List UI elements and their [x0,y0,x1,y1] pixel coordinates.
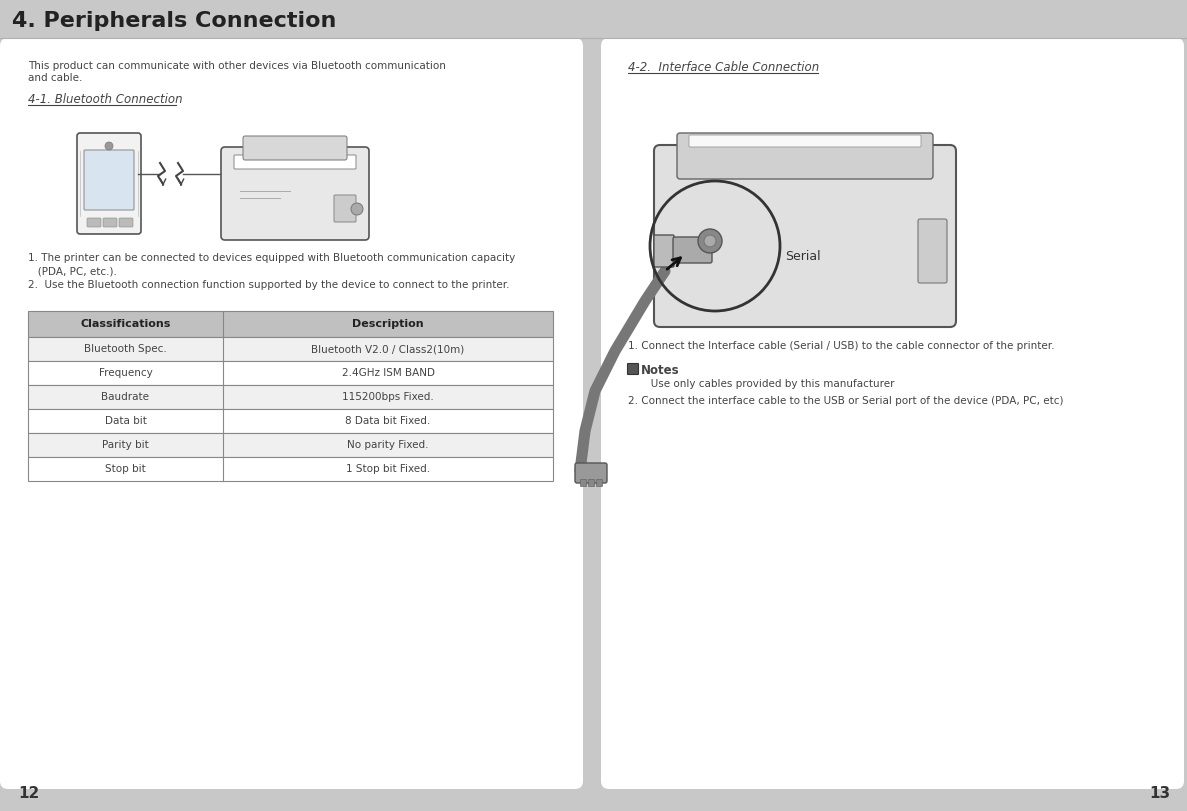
Text: Bluetooth Spec.: Bluetooth Spec. [84,344,167,354]
FancyBboxPatch shape [628,363,639,375]
FancyBboxPatch shape [77,133,141,234]
Text: Description: Description [353,319,424,329]
Text: No parity Fixed.: No parity Fixed. [348,440,429,450]
FancyBboxPatch shape [28,409,553,433]
FancyBboxPatch shape [597,479,603,487]
Text: Data bit: Data bit [104,416,146,426]
Text: Bluetooth V2.0 / Class2(10m): Bluetooth V2.0 / Class2(10m) [311,344,464,354]
FancyBboxPatch shape [221,147,369,240]
FancyBboxPatch shape [87,218,101,227]
Text: 2.4GHz ISM BAND: 2.4GHz ISM BAND [342,368,434,378]
FancyBboxPatch shape [589,479,595,487]
Text: 8 Data bit Fixed.: 8 Data bit Fixed. [345,416,431,426]
Text: 1. Connect the Interface cable (Serial / USB) to the cable connector of the prin: 1. Connect the Interface cable (Serial /… [628,341,1054,351]
Text: Notes: Notes [641,364,680,377]
FancyBboxPatch shape [84,150,134,210]
Text: 4-1. Bluetooth Connection: 4-1. Bluetooth Connection [28,93,183,106]
Circle shape [698,229,722,253]
Text: 1 Stop bit Fixed.: 1 Stop bit Fixed. [345,464,430,474]
FancyBboxPatch shape [654,145,956,327]
Text: Use only cables provided by this manufacturer: Use only cables provided by this manufac… [641,379,895,389]
FancyBboxPatch shape [28,457,553,481]
FancyBboxPatch shape [243,136,347,160]
Text: 13: 13 [1149,786,1170,800]
FancyBboxPatch shape [119,218,133,227]
Text: 115200bps Fixed.: 115200bps Fixed. [342,392,434,402]
FancyBboxPatch shape [28,385,553,409]
Text: 2.  Use the Bluetooth connection function supported by the device to connect to : 2. Use the Bluetooth connection function… [28,280,509,290]
Text: (PDA, PC, etc.).: (PDA, PC, etc.). [28,266,116,276]
Text: Serial: Serial [785,250,820,263]
FancyBboxPatch shape [334,195,356,222]
FancyBboxPatch shape [234,155,356,169]
Text: 1. The printer can be connected to devices equipped with Bluetooth communication: 1. The printer can be connected to devic… [28,253,515,263]
Text: Baudrate: Baudrate [102,392,150,402]
Circle shape [351,203,363,215]
FancyBboxPatch shape [688,135,921,147]
Text: 4. Peripherals Connection: 4. Peripherals Connection [12,11,336,31]
Text: 2. Connect the interface cable to the USB or Serial port of the device (PDA, PC,: 2. Connect the interface cable to the US… [628,396,1064,406]
Text: and cable.: and cable. [28,73,82,83]
FancyBboxPatch shape [918,219,947,283]
FancyBboxPatch shape [673,237,712,263]
Text: Classifications: Classifications [81,319,171,329]
Text: This product can communicate with other devices via Bluetooth communication: This product can communicate with other … [28,61,446,71]
Circle shape [704,235,716,247]
FancyBboxPatch shape [28,433,553,457]
FancyBboxPatch shape [103,218,118,227]
Circle shape [104,142,113,150]
FancyBboxPatch shape [654,235,674,267]
FancyBboxPatch shape [575,463,607,483]
FancyBboxPatch shape [0,38,583,789]
FancyBboxPatch shape [580,479,586,487]
FancyBboxPatch shape [28,337,553,361]
Text: 12: 12 [18,786,39,800]
FancyBboxPatch shape [28,361,553,385]
Text: Frequency: Frequency [99,368,152,378]
FancyBboxPatch shape [677,133,933,179]
FancyBboxPatch shape [28,311,553,337]
FancyBboxPatch shape [601,38,1183,789]
Text: Parity bit: Parity bit [102,440,148,450]
Text: Stop bit: Stop bit [106,464,146,474]
Text: 4-2.  Interface Cable Connection: 4-2. Interface Cable Connection [628,61,819,74]
